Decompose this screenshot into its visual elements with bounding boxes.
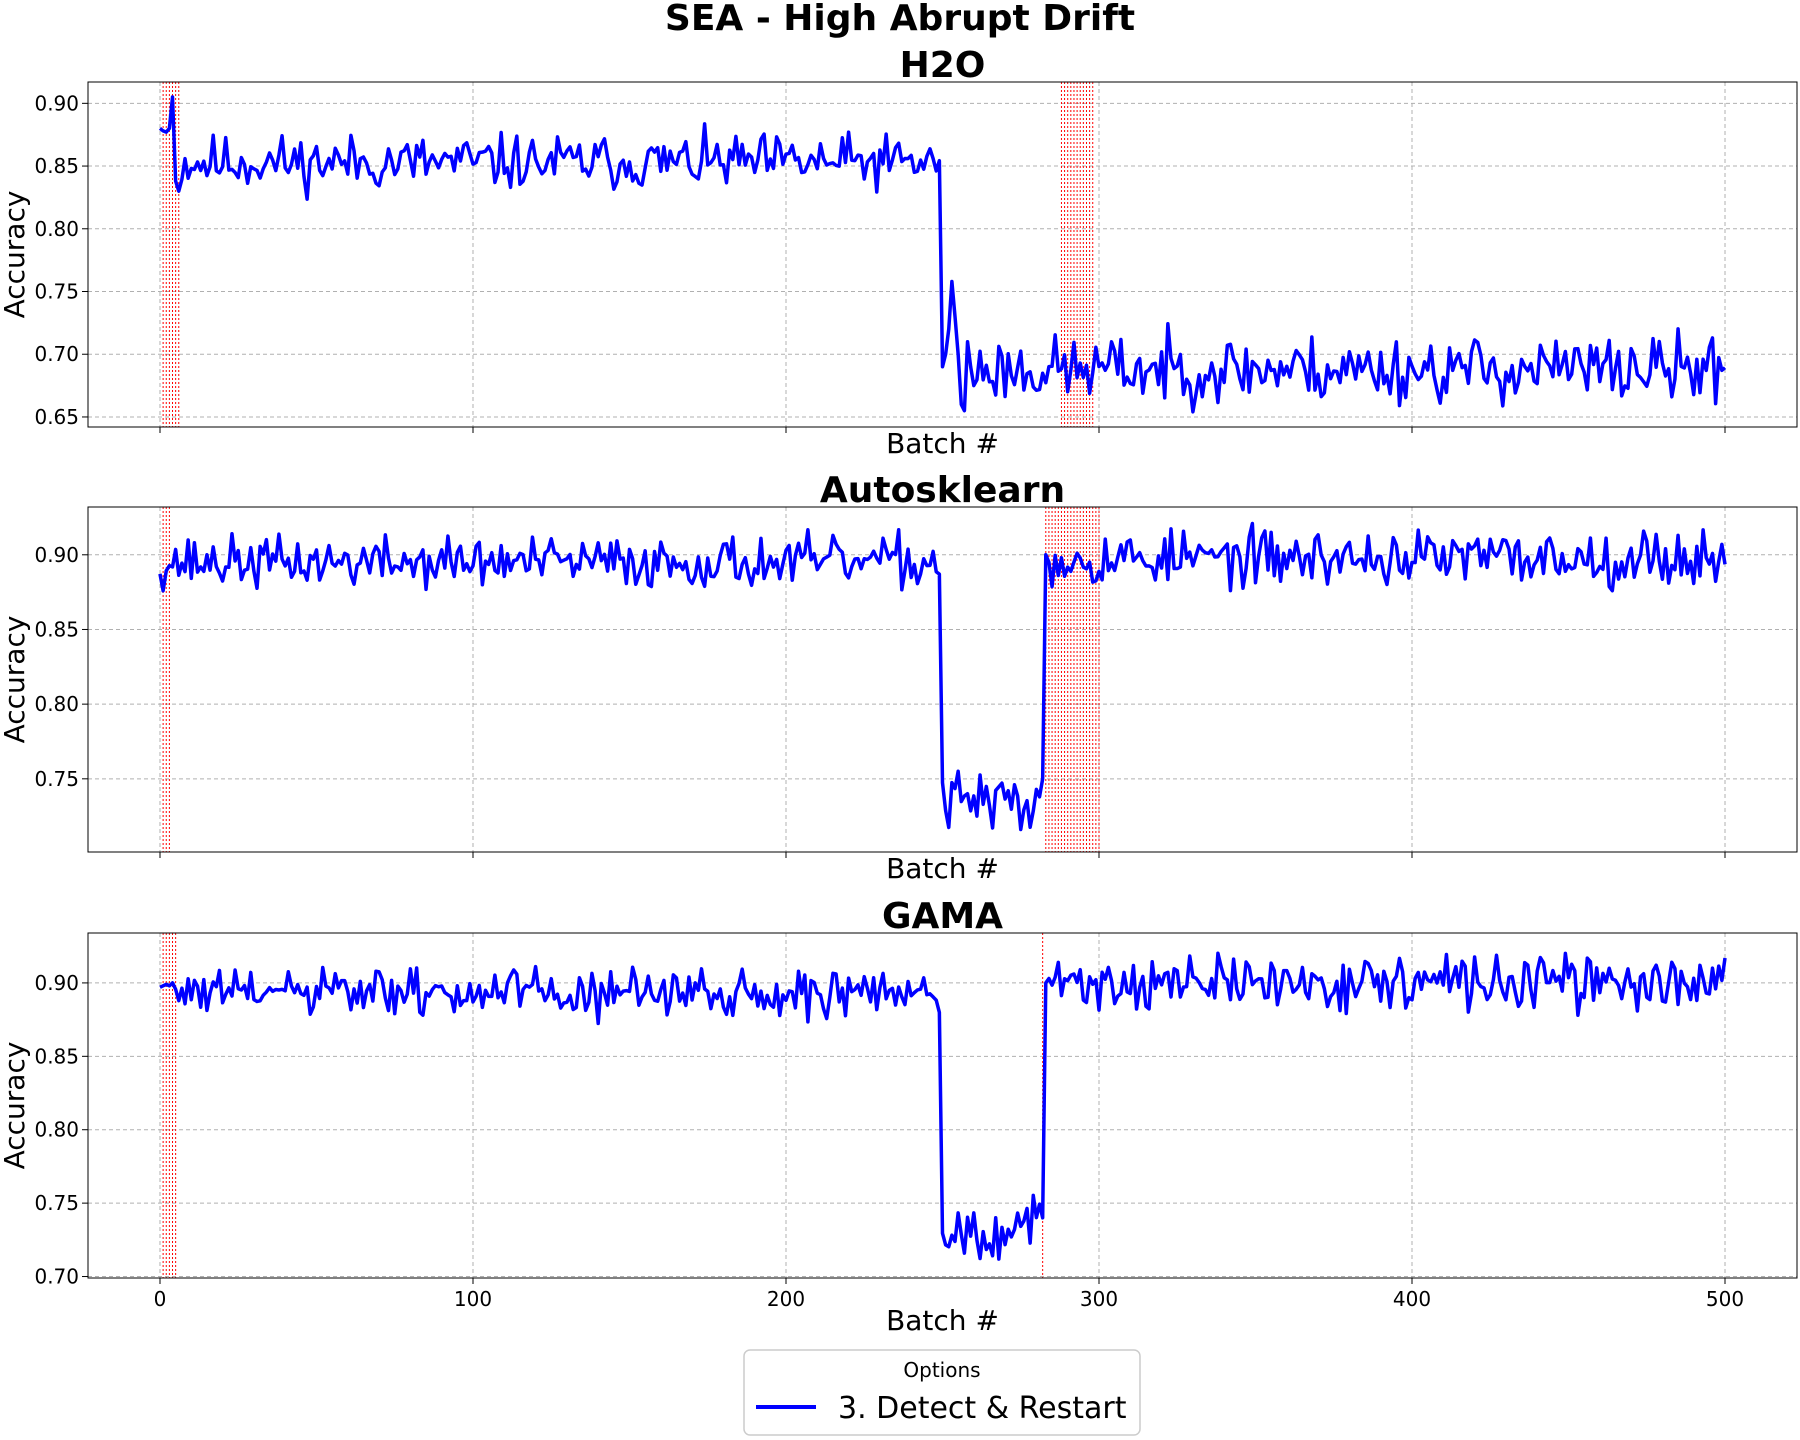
y-tick-label: 0.90 — [34, 971, 79, 995]
y-tick-label: 0.90 — [34, 543, 79, 567]
x-axis-label: Batch # — [886, 852, 999, 885]
axes-frame — [87, 932, 1798, 1279]
axes-frame — [87, 506, 1798, 853]
subplot-title: GAMA — [882, 896, 1003, 937]
y-tick-label: 0.70 — [34, 342, 79, 366]
x-tick-label: 0 — [154, 1287, 167, 1311]
subplot-autosklearn: 0.75 0.80 0.85 0.90 Autosklearn Batch # Accura… — [0, 470, 1798, 885]
x-tick-label: 500 — [1706, 1287, 1744, 1311]
y-tick-label: 0.85 — [34, 617, 79, 641]
y-tick-label: 0.85 — [34, 154, 79, 178]
x-tick-label: 100 — [454, 1287, 492, 1311]
y-tick-label: 0.80 — [34, 692, 79, 716]
y-tick-label: 0.75 — [34, 767, 79, 791]
x-axis-label: Batch # — [886, 427, 999, 460]
y-axis-label: Accuracy — [0, 191, 31, 319]
figure-title: SEA - High Abrupt Drift — [665, 0, 1135, 39]
x-tick-label: 300 — [1080, 1287, 1118, 1311]
y-tick-label: 0.80 — [34, 1118, 79, 1142]
legend-title: Options — [903, 1358, 980, 1382]
y-tick-label: 0.85 — [34, 1044, 79, 1068]
y-tick-label: 0.90 — [34, 91, 79, 115]
subplot-gama: 0 100 200 300 400 500 0.70 0.75 0.80 0.85 0.90 GAMA… — [0, 896, 1798, 1337]
y-tick-label: 0.65 — [34, 405, 79, 429]
subplot-title: H2O — [900, 45, 986, 86]
y-tick-label: 0.80 — [34, 217, 79, 241]
x-tick-label: 200 — [767, 1287, 805, 1311]
series-line — [158, 95, 1727, 414]
subplot-h2o: 0.65 0.70 0.75 0.80 0.85 0.90 H2O Batch # Accura… — [0, 45, 1798, 460]
legend-box — [743, 1349, 1141, 1436]
series-line — [159, 951, 1727, 1261]
subplots: 0.65 0.70 0.75 0.80 0.85 0.90 H2O Batch # Accura… — [0, 45, 1798, 1337]
y-axis-label: Accuracy — [0, 616, 31, 744]
legend-entry-label: 3. Detect & Restart — [838, 1391, 1127, 1426]
y-tick-label: 0.70 — [34, 1265, 79, 1289]
y-tick-label: 0.75 — [34, 1191, 79, 1215]
x-tick-label: 400 — [1393, 1287, 1431, 1311]
legend: Options 3. Detect & Restart — [743, 1349, 1141, 1436]
series-line — [158, 521, 1727, 832]
axes-frame — [87, 81, 1798, 428]
drift-markers — [162, 82, 1094, 427]
y-axis-label: Accuracy — [0, 1042, 31, 1170]
subplot-title: Autosklearn — [820, 470, 1065, 511]
y-tick-label: 0.75 — [34, 280, 79, 304]
x-axis-label: Batch # — [886, 1304, 999, 1337]
